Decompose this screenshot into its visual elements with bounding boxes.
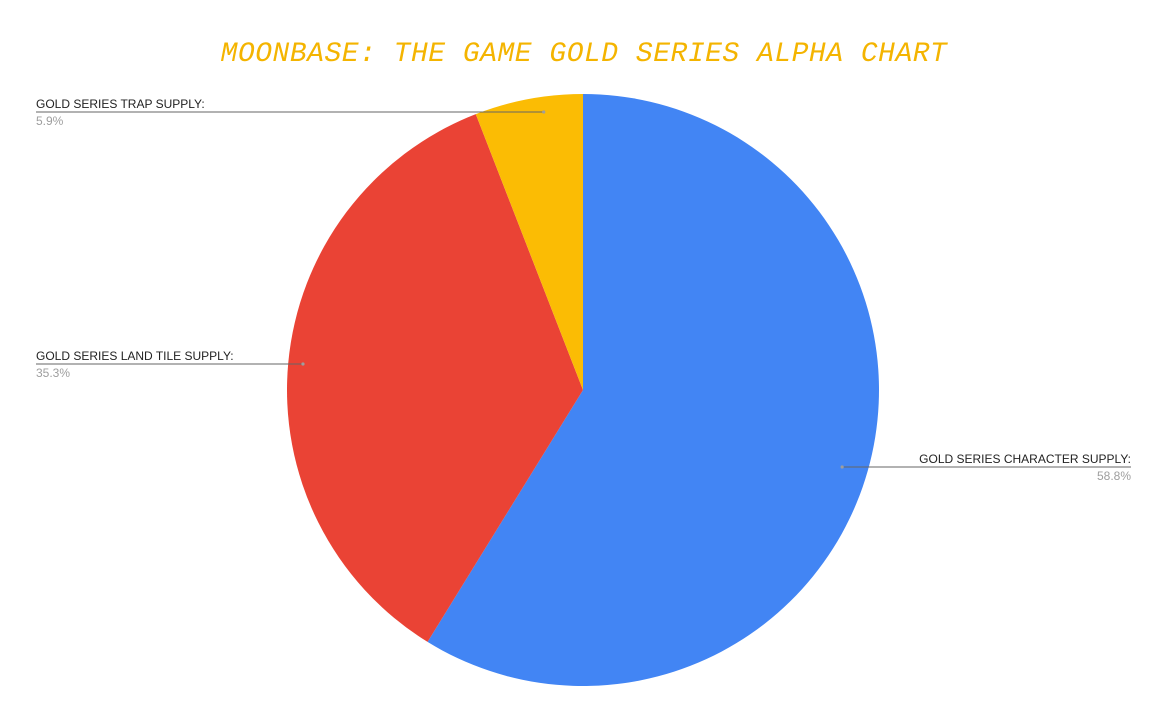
pie-slice[interactable] (427, 94, 879, 686)
chart-title: MOONBASE: THE GAME GOLD SERIES ALPHA CHA… (221, 39, 948, 70)
pie-slices (287, 94, 879, 686)
slice-percent-label: 5.9% (36, 114, 64, 128)
label-leader-dot (301, 362, 305, 366)
pie-slice[interactable] (475, 94, 583, 390)
slice-percent-label: 58.8% (1097, 469, 1131, 483)
slice-label: GOLD SERIES CHARACTER SUPPLY: (919, 452, 1131, 466)
pie-slice[interactable] (287, 114, 583, 642)
label-leader-dot (840, 465, 844, 469)
slice-percent-label: 35.3% (36, 366, 70, 380)
slice-labels: GOLD SERIES CHARACTER SUPPLY: 58.8% GOLD S… (36, 97, 1131, 483)
slice-label: GOLD SERIES TRAP SUPPLY: (36, 97, 205, 111)
slice-label: GOLD SERIES LAND TILE SUPPLY: (36, 349, 234, 363)
label-leader-dot (542, 110, 546, 114)
